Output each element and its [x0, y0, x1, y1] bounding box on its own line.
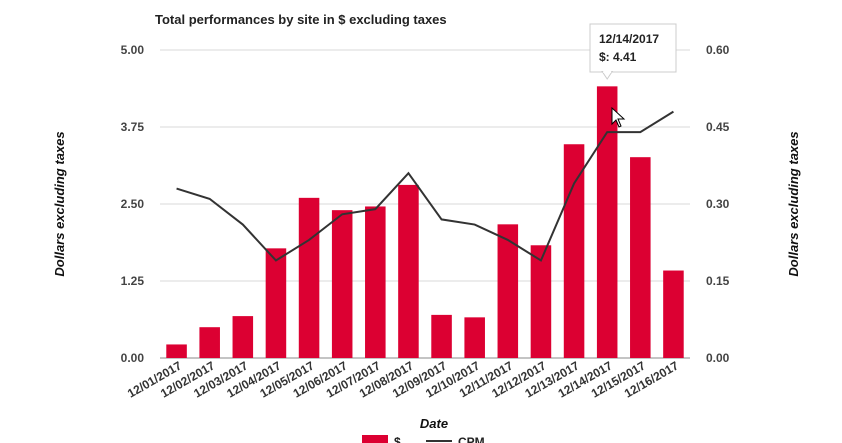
legend: $ CPM [362, 435, 485, 443]
bar[interactable] [596, 86, 618, 359]
left-y-axis-label: Dollars excluding taxes [52, 131, 67, 276]
tooltip-box [589, 23, 677, 73]
bar[interactable] [630, 157, 651, 358]
mouse-cursor-icon [611, 106, 626, 128]
legend-swatch-bar [362, 435, 388, 443]
bar[interactable] [497, 224, 519, 358]
right-y-tick-label: 0.45 [706, 120, 730, 134]
x-axis-ticks: 12/01/201712/02/201712/03/201712/04/2017… [125, 358, 681, 400]
bar[interactable] [530, 245, 552, 358]
bar[interactable] [199, 327, 220, 358]
legend-label: CPM [458, 435, 485, 443]
left-y-tick-label: 3.75 [121, 120, 145, 134]
bar[interactable] [298, 197, 320, 358]
bar[interactable] [331, 210, 353, 358]
right-y-tick-label: 0.00 [706, 351, 730, 365]
bar[interactable] [365, 206, 386, 358]
left-y-tick-label: 0.00 [121, 351, 145, 365]
x-axis-label: Date [420, 416, 448, 431]
tooltip-date: 12/14/2017 [599, 32, 659, 46]
bar[interactable] [431, 314, 452, 358]
left-y-axis: 0.00 1.25 2.50 3.75 5.00 [121, 43, 145, 365]
bar[interactable] [663, 270, 684, 358]
bar[interactable] [265, 248, 287, 358]
tooltip-value: $: 4.41 [599, 50, 637, 64]
left-y-tick-label: 1.25 [121, 274, 145, 288]
bar[interactable] [563, 144, 585, 358]
bar[interactable] [166, 344, 187, 358]
legend-label: $ [394, 435, 401, 443]
chart-title: Total performances by site in $ excludin… [155, 12, 447, 27]
right-y-tick-label: 0.15 [706, 274, 730, 288]
left-y-tick-label: 2.50 [121, 197, 145, 211]
right-y-axis-label: Dollars excluding taxes [786, 131, 801, 276]
bar[interactable] [464, 317, 485, 358]
right-y-tick-label: 0.60 [706, 43, 730, 57]
right-y-tick-label: 0.30 [706, 197, 730, 211]
tooltip: 12/14/2017 $: 4.41 [589, 23, 677, 80]
line-series [176, 110, 674, 262]
left-y-tick-label: 5.00 [121, 43, 145, 57]
bar-series [166, 86, 684, 359]
cpm-line [176, 110, 674, 262]
bar[interactable] [232, 316, 254, 358]
right-y-axis: 0.00 0.15 0.30 0.45 0.60 [706, 43, 730, 365]
bar[interactable] [398, 184, 419, 358]
